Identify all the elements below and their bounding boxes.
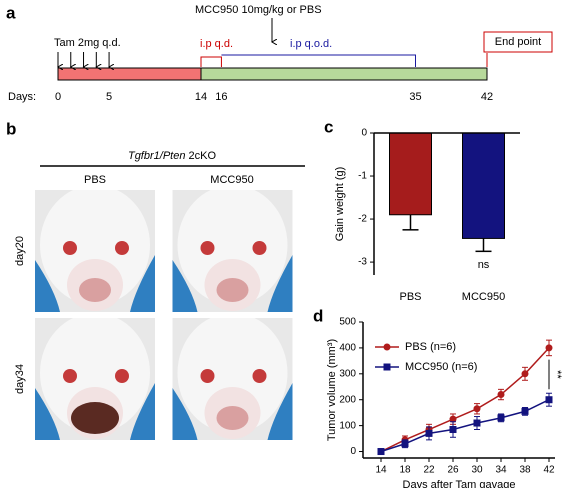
marker <box>377 448 385 456</box>
x-axis-label: Days after Tam gavage <box>403 479 516 488</box>
genotype: Tgfbr1/Pten 2cKO <box>128 150 217 162</box>
x-tick-label: 18 <box>399 465 411 476</box>
y-tick-label: 100 <box>339 420 356 431</box>
x-tick-label: PBS <box>399 291 421 303</box>
y-tick-label: -1 <box>358 171 367 182</box>
y-tick-label: 0 <box>361 128 367 139</box>
legend-label: MCC950 (n=6) <box>405 361 477 373</box>
panel-label: d <box>313 306 323 325</box>
tam-label: Tam 2mg q.d. <box>54 37 121 49</box>
treatment-label: MCC950 10mg/kg or PBS <box>195 4 322 16</box>
marker <box>473 405 481 413</box>
genotype-suffix: 2cKO <box>189 150 217 162</box>
legend-marker <box>383 363 391 371</box>
marker <box>521 370 529 378</box>
day-label: 14 <box>195 91 207 103</box>
bracket <box>200 56 222 67</box>
y-tick-label: -2 <box>358 214 367 225</box>
column-label: PBS <box>84 174 106 186</box>
phase-bar <box>200 67 488 81</box>
marker <box>449 415 457 423</box>
marker <box>449 426 457 434</box>
ip-qd: i.p q.d. <box>200 38 233 50</box>
x-tick-label: MCC950 <box>462 291 505 303</box>
series-line <box>380 399 550 453</box>
legend-marker <box>383 343 391 351</box>
panel-label: a <box>6 3 16 22</box>
x-tick-label: 30 <box>471 465 483 476</box>
x-tick-label: 14 <box>375 465 387 476</box>
annotation: ** <box>551 370 563 379</box>
end-point-box <box>483 31 553 53</box>
x-tick-label: 26 <box>447 465 459 476</box>
row-label: day34 <box>14 364 26 394</box>
panel-label: c <box>324 117 333 136</box>
x-tick-label: 22 <box>423 465 435 476</box>
photo <box>172 318 293 440</box>
marker <box>401 440 409 448</box>
y-tick-label: 400 <box>339 343 356 354</box>
day-label: 42 <box>481 91 493 103</box>
photo <box>35 190 155 312</box>
x-tick-label: 38 <box>519 465 531 476</box>
bracket <box>221 54 416 67</box>
days-label: Days: <box>8 91 36 103</box>
day-label: 0 <box>55 91 61 103</box>
marker <box>545 396 553 404</box>
row-label: day20 <box>14 236 26 266</box>
tumor <box>71 402 119 434</box>
day-label: 16 <box>215 91 227 103</box>
marker <box>473 419 481 427</box>
column-label: MCC950 <box>210 174 253 186</box>
legend-label: PBS (n=6) <box>405 341 456 353</box>
marker <box>521 407 529 415</box>
ip-qod: i.p q.o.d. <box>290 38 332 50</box>
y-axis-label: Gain weight (g) <box>334 167 346 242</box>
panel-b: b Tgfbr1/Pten 2cKO PBS MCC950 day20 day3… <box>6 119 305 440</box>
marker <box>425 429 433 437</box>
marker <box>497 391 505 399</box>
day-label: 5 <box>106 91 112 103</box>
bar <box>462 132 505 239</box>
bar <box>389 132 432 216</box>
day-label: 35 <box>409 91 421 103</box>
genotype-italic: Tgfbr1/Pten <box>128 150 185 162</box>
marker <box>545 344 553 352</box>
annotation: ns <box>478 259 490 271</box>
x-tick-label: 34 <box>495 465 507 476</box>
x-tick-label: 42 <box>543 465 555 476</box>
y-tick-label: 0 <box>350 446 356 457</box>
y-tick-label: 500 <box>339 317 356 328</box>
y-axis-label: Tumor volume (mm³) <box>326 339 338 441</box>
photo <box>172 190 293 312</box>
marker <box>497 414 505 422</box>
series-line <box>380 347 550 453</box>
end-point: End point <box>495 36 541 48</box>
y-tick-label: 300 <box>339 368 356 379</box>
phase-bar <box>57 67 202 81</box>
panel-a: a MCC950 10mg/kg or PBS Tam 2mg q.d. i.p… <box>6 3 553 103</box>
y-tick-label: 200 <box>339 394 356 405</box>
y-tick-label: -3 <box>358 257 367 268</box>
panel-label: b <box>6 119 16 138</box>
